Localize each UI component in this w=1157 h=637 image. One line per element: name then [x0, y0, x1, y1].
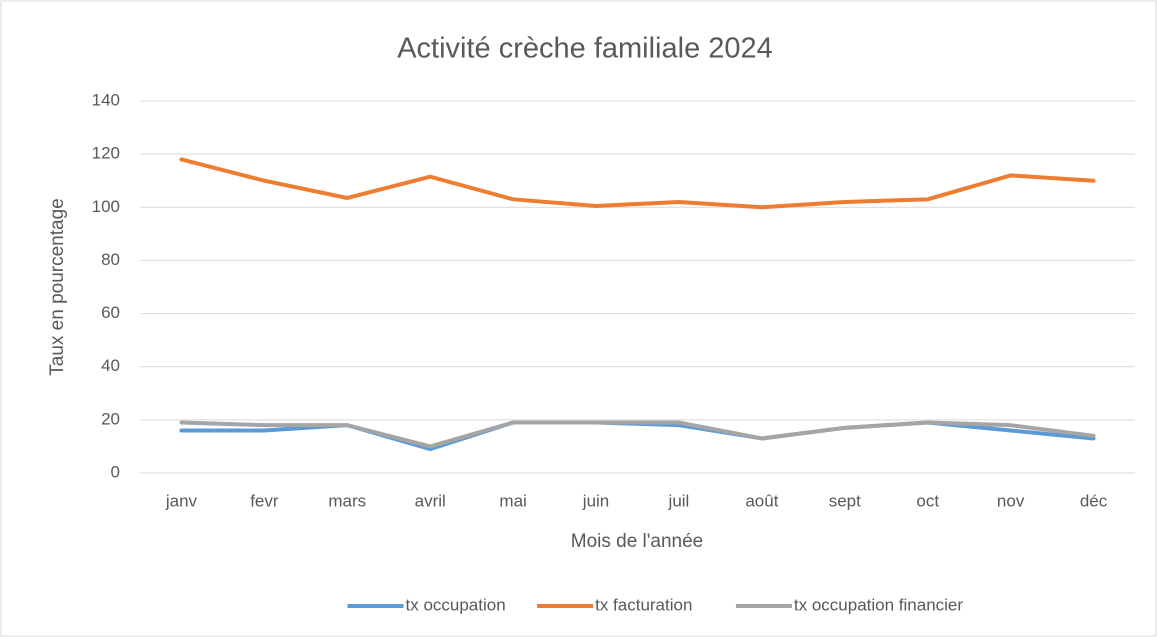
x-tick-label: janv: [165, 491, 198, 510]
series-line: [179, 420, 1096, 449]
y-tick-label: 20: [101, 409, 120, 428]
y-tick-label: 140: [92, 90, 120, 109]
x-tick-label: oct: [916, 491, 939, 510]
series-line: [179, 157, 1096, 210]
x-tick-label: juin: [582, 491, 609, 510]
y-tick-label: 80: [101, 250, 120, 269]
x-tick-label: sept: [829, 491, 861, 510]
x-tick-label: août: [745, 491, 778, 510]
x-tick-label: avril: [415, 491, 446, 510]
x-tick-label: juil: [668, 491, 690, 510]
x-tick-label: nov: [997, 491, 1025, 510]
y-tick-label: 0: [111, 462, 120, 481]
x-tick-label: déc: [1080, 491, 1108, 510]
y-axis-label: Taux en pourcentage: [47, 198, 68, 375]
y-tick-label: 60: [101, 303, 120, 322]
legend-label: tx facturation: [595, 595, 692, 614]
x-tick-label: mars: [328, 491, 366, 510]
x-tick-label: mai: [499, 491, 526, 510]
legend-label: tx occupation: [406, 595, 506, 614]
y-tick-label: 120: [92, 144, 120, 163]
x-tick-label: fevr: [250, 491, 279, 510]
y-tick-label: 40: [101, 356, 120, 375]
x-axis-label: Mois de l'année: [571, 531, 704, 552]
legend-label: tx occupation financier: [794, 595, 963, 614]
y-tick-label: 100: [92, 197, 120, 216]
chart-title: Activité crèche familiale 2024: [397, 33, 773, 65]
